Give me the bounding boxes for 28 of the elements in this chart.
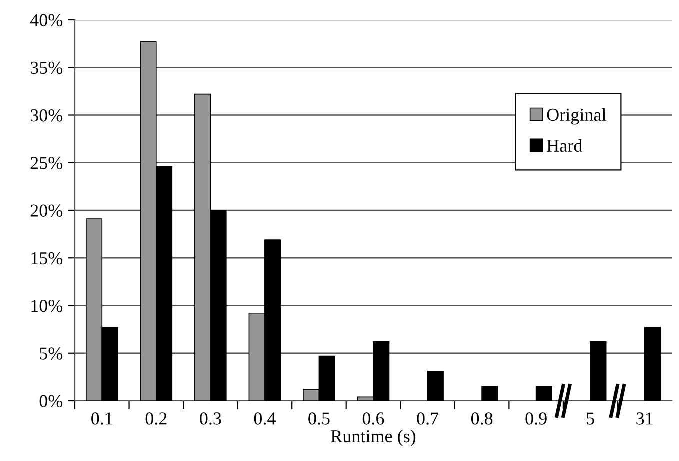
x-tick-label: 0.3 xyxy=(200,412,222,425)
x-tick-label: 0.7 xyxy=(417,412,439,425)
y-tick-label: 30% xyxy=(30,110,63,122)
y-tick-label: 0% xyxy=(40,395,63,408)
y-tick-label: 40% xyxy=(30,14,63,26)
x-tick-label: 0.2 xyxy=(146,412,167,425)
y-tick-label: 20% xyxy=(30,204,63,217)
legend-label: Hard xyxy=(547,139,582,152)
bar xyxy=(644,327,662,401)
x-tick-label: 5 xyxy=(587,412,594,425)
legend-label: Original xyxy=(547,108,606,125)
x-tick-label: 0.6 xyxy=(362,412,384,425)
y-tick-label: 35% xyxy=(30,62,63,74)
bar xyxy=(536,386,552,401)
bar xyxy=(427,371,444,401)
x-tick-label: 0.1 xyxy=(92,412,112,425)
bar xyxy=(590,342,607,401)
bar xyxy=(482,386,498,401)
x-tick-label: 31 xyxy=(636,412,653,425)
y-tick-label: 5% xyxy=(40,348,63,360)
y-tick-label: 25% xyxy=(30,157,63,170)
y-tick-label: 15% xyxy=(32,252,63,265)
x-tick-label: 0.4 xyxy=(254,412,276,425)
x-axis-title: Runtime (s) xyxy=(331,430,416,446)
x-tick-label: 0.9 xyxy=(526,412,547,425)
x-tick-label: 0.8 xyxy=(471,412,493,425)
y-tick-label: 10% xyxy=(32,300,63,312)
x-tick-label: 0.5 xyxy=(308,412,330,425)
